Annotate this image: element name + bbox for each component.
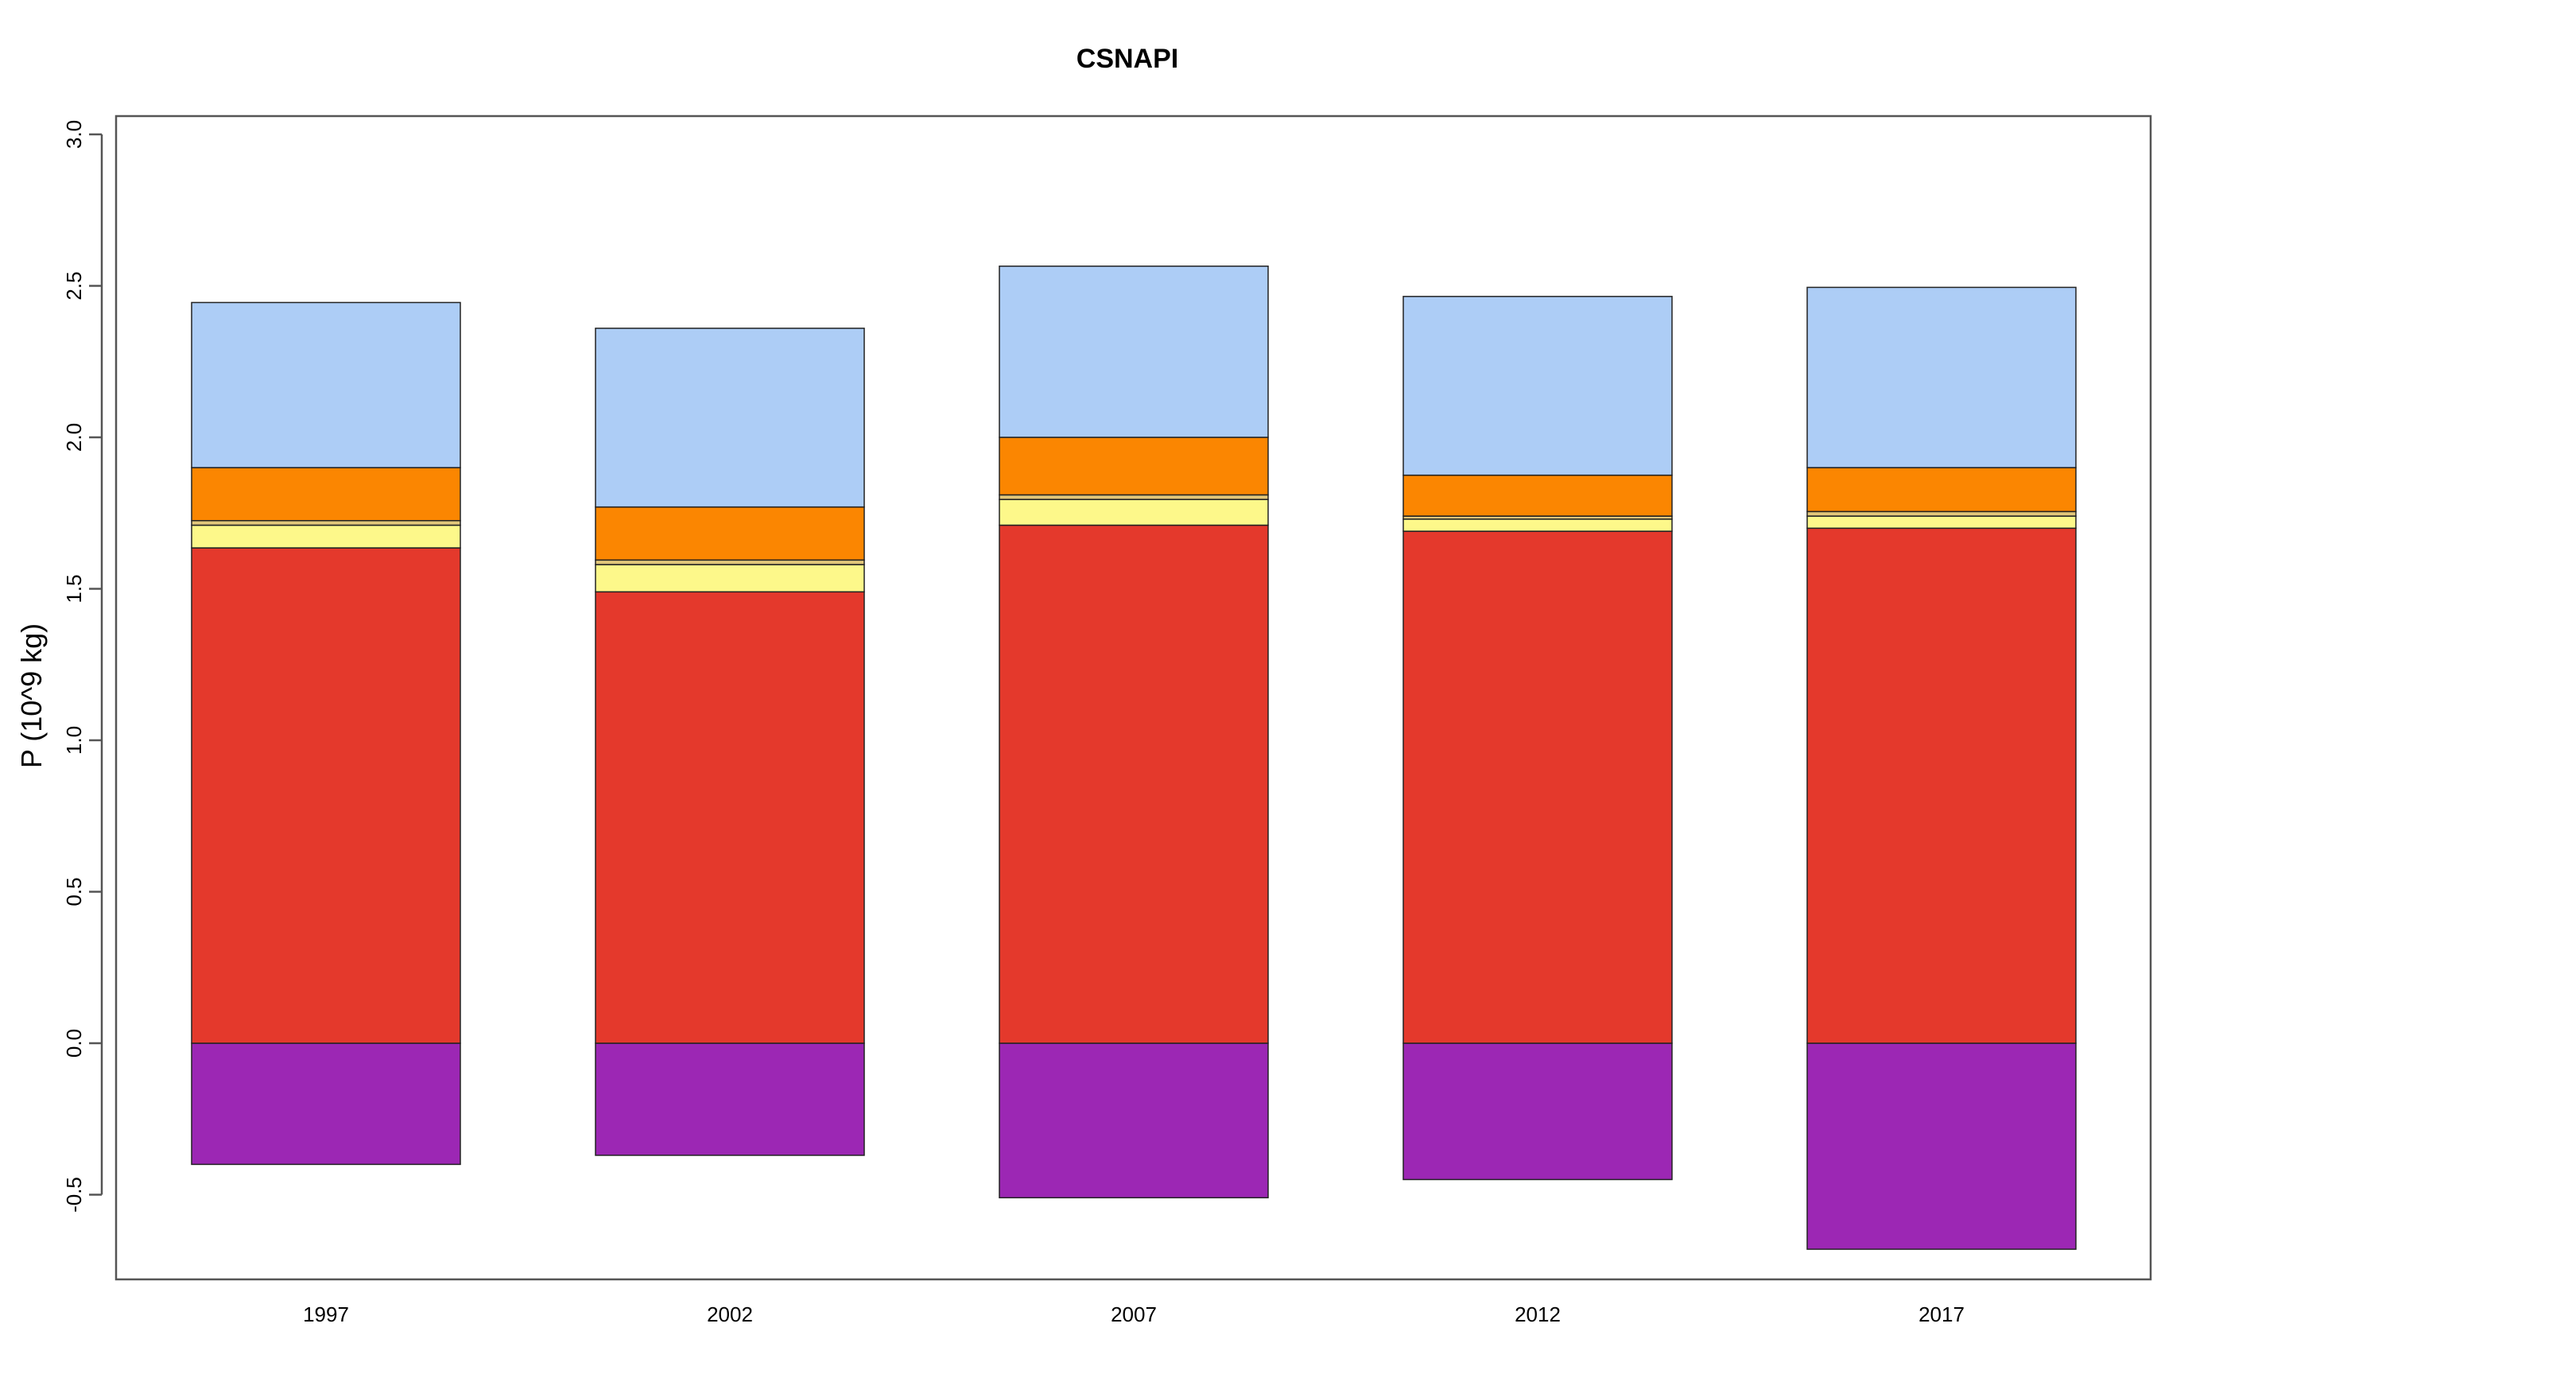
- bar-segment-2017-s1: [1806, 1042, 2077, 1250]
- bar-segment-2007-s2: [999, 524, 1269, 1044]
- y-tick-label: 1.5: [62, 574, 86, 603]
- bar-segment-2002-s2: [595, 591, 865, 1044]
- bar-segment-1997-s4: [191, 520, 461, 526]
- bar-segment-2017-s5: [1806, 467, 2077, 513]
- bar-segment-2007-s5: [999, 437, 1269, 496]
- y-axis-label: P (10^9 kg): [15, 623, 48, 768]
- bar-segment-2012-s5: [1402, 474, 1673, 517]
- bar-segment-2012-s6: [1402, 296, 1673, 476]
- bar-segment-2007-s1: [999, 1042, 1269, 1199]
- x-axis-ticks: 1997 2002 2007 2012 2017: [303, 1302, 1965, 1326]
- bar-segment-2017-s4: [1806, 510, 2077, 517]
- y-tick-label: -0.5: [62, 1177, 86, 1213]
- bar-segment-1997-s1: [191, 1042, 461, 1166]
- y-axis: -0.5 0.0 0.5 1.0 1.5 2.0 2.5 3.0: [62, 120, 103, 1213]
- y-tick-label: 1.0: [62, 726, 86, 755]
- bar-segment-2007-s4: [999, 494, 1269, 500]
- bar-segment-1997-s6: [191, 301, 461, 468]
- bar-segment-2017-s3: [1806, 515, 2077, 530]
- bar-segment-1997-s3: [191, 524, 461, 549]
- bar-segment-2012-s2: [1402, 530, 1673, 1044]
- x-tick-label: 2012: [1515, 1302, 1561, 1326]
- bar-segment-1997-s2: [191, 547, 461, 1044]
- bar-segment-2002-s3: [595, 564, 865, 593]
- bar-segment-2007-s3: [999, 499, 1269, 526]
- y-tick-label: 2.5: [62, 271, 86, 300]
- bars: [191, 265, 2077, 1250]
- bar-segment-2012-s1: [1402, 1042, 1673, 1181]
- bar-segment-2002-s4: [595, 559, 865, 565]
- bar-segment-2017-s6: [1806, 286, 2077, 468]
- y-tick-label: 0.0: [62, 1029, 86, 1058]
- x-tick-label: 2017: [1918, 1302, 1965, 1326]
- x-tick-label: 2002: [707, 1302, 753, 1326]
- x-tick-label: 1997: [303, 1302, 349, 1326]
- plot-frame: [114, 114, 2152, 1281]
- bar-segment-2017-s2: [1806, 527, 2077, 1044]
- bar-segment-2002-s5: [595, 506, 865, 561]
- chart-title: CSNAPI: [1077, 44, 1178, 74]
- x-tick-label: 2007: [1111, 1302, 1157, 1326]
- y-tick-label: 0.5: [62, 877, 86, 906]
- bar-segment-2012-s3: [1402, 518, 1673, 532]
- bar-segment-2002-s6: [595, 328, 865, 508]
- bar-segment-2002-s1: [595, 1042, 865, 1156]
- y-tick-label: 3.0: [62, 120, 86, 149]
- bar-segment-1997-s5: [191, 467, 461, 522]
- y-tick-label: 2.0: [62, 423, 86, 452]
- bar-segment-2007-s6: [999, 265, 1269, 438]
